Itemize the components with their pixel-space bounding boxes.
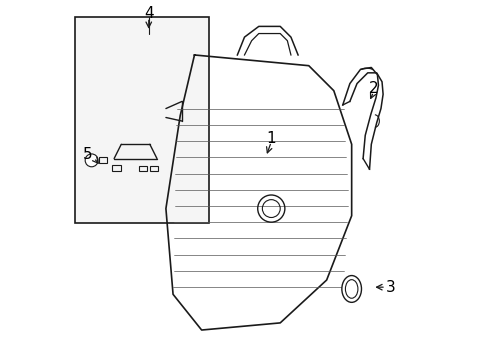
Bar: [75, 18, 208, 223]
Text: 2: 2: [368, 81, 378, 96]
Bar: [149, 166, 157, 171]
Bar: [112, 165, 121, 171]
Circle shape: [85, 154, 98, 167]
Text: 4: 4: [143, 6, 153, 21]
Text: 1: 1: [266, 131, 276, 147]
Ellipse shape: [341, 275, 361, 302]
Text: 5: 5: [83, 147, 93, 162]
Bar: [99, 157, 107, 163]
Text: 3: 3: [386, 280, 395, 295]
Bar: [139, 166, 147, 171]
